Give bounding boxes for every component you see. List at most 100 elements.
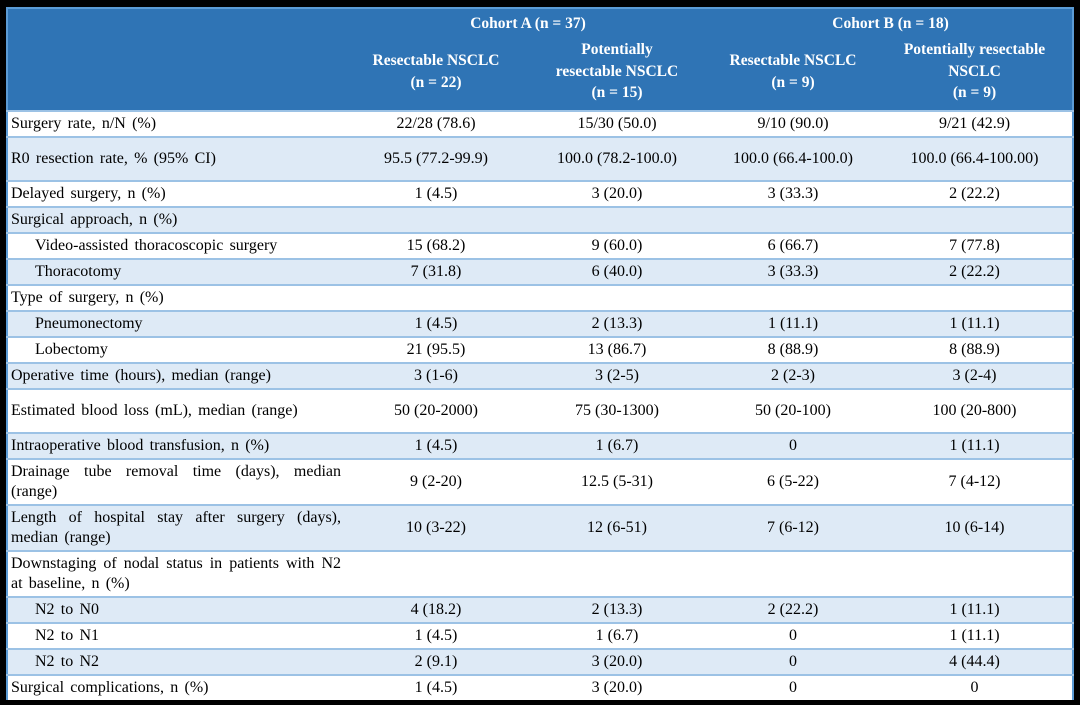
cell-value: 9/10 (90.0) (757, 115, 829, 132)
cell-value: 6 (40.0) (591, 263, 643, 280)
cell-value: 7 (4-12) (948, 473, 1001, 490)
column-header-resectable-a: Resectable NSCLC (n = 22) (347, 33, 525, 111)
cell-value: 0 (970, 679, 979, 696)
row-label: N2 to N2 (35, 653, 100, 670)
cell-value: 100.0 (66.4-100.0) (733, 150, 853, 167)
cell-value: 7 (31.8) (410, 263, 462, 280)
row-label: Downstaging of nodal status in patients … (11, 555, 341, 592)
cell-value: 1 (11.1) (949, 601, 1000, 618)
cell-value: 1 (6.7) (595, 437, 639, 454)
row-label: Surgical complications, n (%) (11, 679, 209, 696)
cell-value: 15 (68.2) (406, 237, 466, 254)
cell-value (709, 551, 877, 597)
cell-value: 75 (30-1300) (575, 402, 659, 419)
cell-value: 12 (6-51) (587, 519, 647, 536)
cell-value: 9 (2-20) (410, 473, 462, 490)
row-label: Surgical approach, n (%) (11, 211, 178, 228)
table-row: Estimated blood loss (mL), median (range… (7, 389, 1074, 433)
row-label: Drainage tube removal time (days), media… (11, 463, 341, 500)
column-header-resectable-b: Resectable NSCLC (n = 9) (709, 33, 877, 111)
cell-value: 2 (22.2) (767, 601, 819, 618)
cell-value: 3 (2-5) (595, 367, 639, 384)
cell-value: 2 (13.3) (591, 315, 643, 332)
cohort-b-header: Cohort B (n = 18) (709, 8, 1074, 33)
table-row: R0 resection rate, % (95% CI) 95.5 (77.2… (7, 137, 1074, 181)
cell-value: 10 (6-14) (944, 519, 1005, 536)
cell-value: 3 (33.3) (767, 185, 819, 202)
row-label: Pneumonectomy (35, 315, 143, 332)
subgroup-header-row: Resectable NSCLC (n = 22) Potentially re… (7, 33, 1074, 111)
cell-value: 6 (5-22) (767, 473, 819, 490)
row-label: Estimated blood loss (mL), median (range… (11, 402, 298, 419)
header-spacer (7, 8, 347, 111)
cell-value: 8 (88.9) (949, 341, 1000, 358)
row-label: Lobectomy (35, 341, 108, 358)
cell-value: 15/30 (50.0) (577, 115, 657, 132)
table-row: Surgery rate, n/N (%) 22/28 (78.6) 15/30… (7, 111, 1074, 137)
table-row: Surgical complications, n (%) 1 (4.5) 3 … (7, 675, 1074, 703)
cell-value: 1 (4.5) (414, 315, 458, 332)
table-row: Drainage tube removal time (days), media… (7, 459, 1074, 505)
surgical-outcomes-table-frame: Cohort A (n = 37) Cohort B (n = 18) Rese… (6, 7, 1075, 705)
cell-value (525, 285, 709, 311)
table-row: Operative time (hours), median (range) 3… (7, 363, 1074, 389)
row-label: Surgery rate, n/N (%) (11, 115, 157, 132)
table-row: Type of surgery, n (%) (7, 285, 1074, 311)
cell-value: 3 (2-4) (952, 367, 997, 384)
cell-value: 3 (33.3) (767, 263, 819, 280)
cell-value: 0 (789, 679, 797, 696)
table-row: Pneumonectomy 1 (4.5) 2 (13.3) 1 (11.1) … (7, 311, 1074, 337)
table-row: Lobectomy 21 (95.5) 13 (86.7) 8 (88.9) 8… (7, 337, 1074, 363)
cell-value (709, 285, 877, 311)
table-row: N2 to N1 1 (4.5) 1 (6.7) 0 1 (11.1) (7, 623, 1074, 649)
cell-value: 10 (3-22) (406, 519, 466, 536)
cell-value: 4 (18.2) (410, 601, 462, 618)
surgical-outcomes-table: Cohort A (n = 37) Cohort B (n = 18) Rese… (6, 7, 1075, 705)
cell-value: 3 (1-6) (414, 367, 458, 384)
row-label: Type of surgery, n (%) (11, 289, 164, 306)
table-row: N2 to N0 4 (18.2) 2 (13.3) 2 (22.2) 1 (1… (7, 597, 1074, 623)
row-label: R0 resection rate, % (95% CI) (11, 150, 216, 167)
cell-value: 6 (66.7) (767, 237, 819, 254)
row-label: Thoracotomy (35, 263, 122, 280)
table-row: Video-assisted thoracoscopic surgery 15 … (7, 233, 1074, 259)
cohort-header-row: Cohort A (n = 37) Cohort B (n = 18) (7, 8, 1074, 111)
cell-value: 1 (11.1) (767, 315, 819, 332)
cell-value: 2 (9.1) (414, 653, 458, 670)
table-row: Thoracotomy 7 (31.8) 6 (40.0) 3 (33.3) 2… (7, 259, 1074, 285)
table-header: Cohort A (n = 37) Cohort B (n = 18) Rese… (7, 8, 1074, 111)
cell-value: 2 (2-3) (771, 367, 815, 384)
cell-value: 2 (22.2) (949, 263, 1000, 280)
cell-value (709, 207, 877, 233)
cell-value: 0 (789, 627, 797, 644)
table-row: Delayed surgery, n (%) 1 (4.5) 3 (20.0) … (7, 181, 1074, 207)
cell-value: 0 (789, 437, 797, 454)
cell-value (347, 285, 525, 311)
cell-value: 21 (95.5) (406, 341, 466, 358)
table-row: Length of hospital stay after surgery (d… (7, 505, 1074, 551)
cell-value: 12.5 (5-31) (581, 473, 653, 490)
cell-value (877, 551, 1073, 597)
cell-value: 1 (4.5) (414, 627, 458, 644)
cell-value: 9/21 (42.9) (938, 115, 1011, 132)
cell-value (347, 551, 525, 597)
cell-value: 22/28 (78.6) (396, 115, 476, 132)
cell-value: 8 (88.9) (767, 341, 819, 358)
row-label: N2 to N1 (35, 627, 100, 644)
cell-value (877, 285, 1073, 311)
column-header-potentially-resectable-b: Potentially resectable NSCLC (n = 9) (877, 33, 1074, 111)
cell-value: 1 (4.5) (414, 185, 458, 202)
cell-value (347, 207, 525, 233)
cell-value: 3 (20.0) (591, 653, 643, 670)
cell-value: 1 (11.1) (949, 437, 1000, 454)
cell-value: 13 (86.7) (587, 341, 647, 358)
cell-value: 1 (11.1) (949, 315, 1000, 332)
cell-value: 2 (22.2) (949, 185, 1000, 202)
cell-value: 2 (13.3) (591, 601, 643, 618)
cell-value: 7 (6-12) (767, 519, 819, 536)
row-label: Delayed surgery, n (%) (11, 185, 166, 202)
cell-value: 100 (20-800) (932, 402, 1017, 419)
column-header-potentially-resectable-a: Potentially resectable NSCLC (n = 15) (525, 33, 709, 111)
cell-value: 3 (20.0) (591, 679, 643, 696)
table-row: Surgical approach, n (%) (7, 207, 1074, 233)
